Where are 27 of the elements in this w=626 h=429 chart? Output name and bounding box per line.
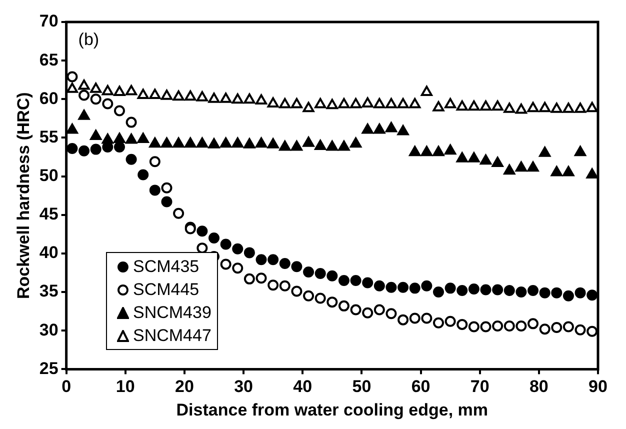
- x-tick-label: 70: [470, 377, 490, 396]
- x-tick-label: 80: [529, 377, 548, 396]
- y-tick-label: 25: [39, 358, 58, 378]
- x-tick-label: 30: [234, 377, 253, 396]
- x-tick-label: 90: [588, 377, 608, 396]
- x-tick-label: 50: [352, 377, 372, 396]
- y-tick-label: 55: [39, 127, 58, 146]
- x-tick-label: 10: [116, 377, 135, 396]
- y-tick-label: 60: [39, 88, 58, 108]
- x-tick-label: 40: [293, 377, 312, 396]
- y-tick-label: 35: [39, 282, 58, 301]
- legend-label: SCM435: [133, 256, 200, 278]
- x-tick-label: 0: [62, 377, 72, 396]
- y-tick-label: 50: [39, 166, 58, 185]
- x-axis-title: Distance from water cooling edge, mm: [176, 400, 488, 420]
- y-tick-label: 30: [39, 320, 58, 340]
- legend-label: SCM445: [133, 279, 200, 301]
- y-tick-label: 70: [39, 12, 58, 31]
- y-tick-label: 40: [39, 243, 58, 262]
- legend-label: SNCM439: [133, 302, 212, 324]
- y-tick-label: 65: [39, 50, 58, 70]
- x-tick-label: 20: [175, 377, 194, 396]
- annotation: (b): [78, 30, 100, 50]
- y-axis-title: Rockwell hardness (HRC): [14, 92, 33, 300]
- legend-label: SNCM447: [133, 325, 212, 347]
- y-tick-label: 45: [39, 204, 58, 224]
- x-tick-label: 60: [411, 377, 430, 396]
